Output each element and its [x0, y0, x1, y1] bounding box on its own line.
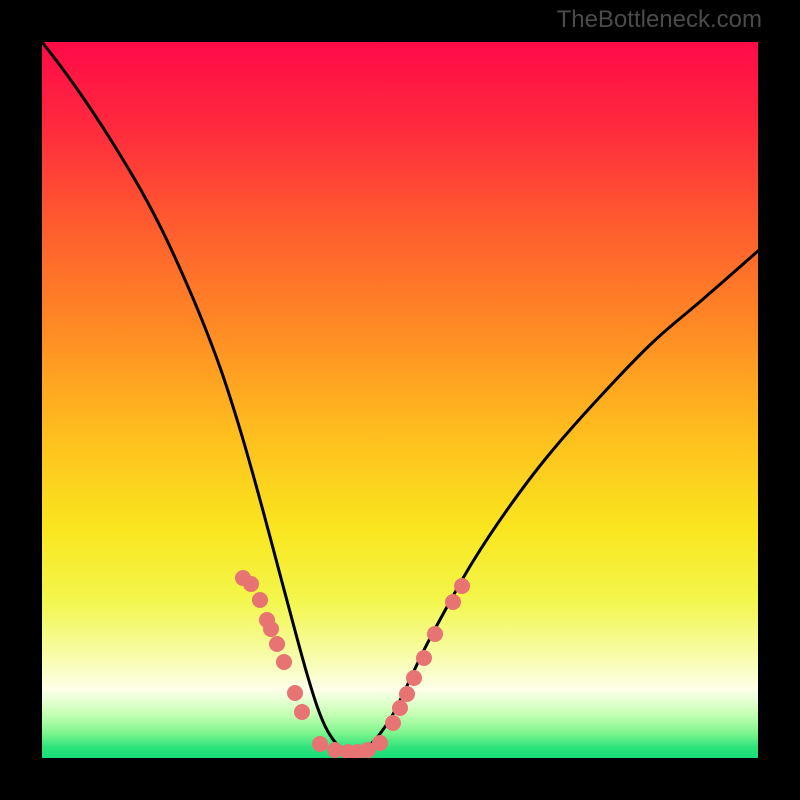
marker-point [454, 578, 470, 594]
marker-point [263, 621, 279, 637]
marker-point [269, 636, 285, 652]
marker-point [252, 592, 268, 608]
marker-point [287, 685, 303, 701]
marker-point [372, 735, 388, 751]
bottleneck-curve [42, 42, 758, 750]
marker-point [312, 736, 328, 752]
marker-point [392, 700, 408, 716]
bottleneck-curve-chart [42, 42, 758, 758]
data-markers [235, 570, 470, 758]
marker-point [445, 594, 461, 610]
marker-point [399, 686, 415, 702]
marker-point [416, 650, 432, 666]
marker-point [427, 626, 443, 642]
marker-point [385, 715, 401, 731]
marker-point [294, 704, 310, 720]
marker-point [276, 654, 292, 670]
marker-point [243, 576, 259, 592]
marker-point [406, 670, 422, 686]
watermark-text: TheBottleneck.com [557, 6, 762, 34]
plot-area [42, 42, 758, 758]
